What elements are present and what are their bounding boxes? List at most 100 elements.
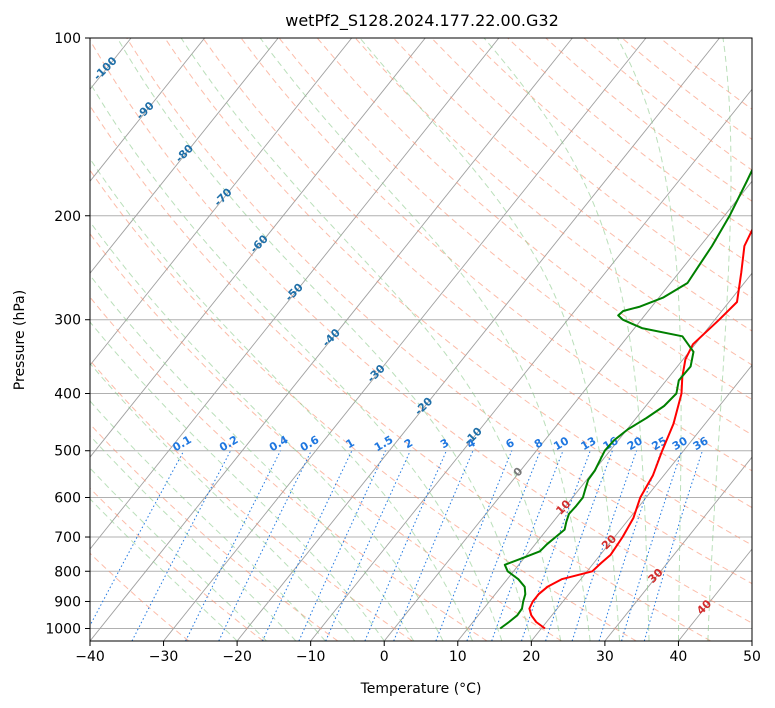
isotherm-line — [90, 38, 426, 458]
dewpoint-profile-line — [499, 168, 752, 630]
dry-adiabat-line — [90, 233, 562, 641]
moist-adiabat-line — [90, 435, 297, 641]
mixing-ratio-line — [545, 450, 613, 641]
mixing-ratio-label: 3 — [438, 436, 451, 451]
x-tick-label: −10 — [296, 649, 326, 665]
moist-adiabat-line — [90, 362, 356, 641]
mixing-ratio-line — [90, 450, 185, 627]
dry-adiabat-line — [90, 423, 339, 641]
mixing-ratio-line — [131, 450, 232, 641]
mixing-ratio-label: 8 — [532, 436, 545, 451]
moist-adiabat-line — [90, 321, 385, 641]
mixing-ratio-line — [491, 450, 564, 641]
isotherm-line — [751, 640, 752, 641]
isotherm-line — [90, 38, 279, 274]
dry-adiabat-line — [354, 38, 752, 366]
dry-adiabat-line — [90, 169, 637, 641]
isotherm-line — [604, 456, 752, 641]
y-tick-label: 500 — [54, 444, 81, 460]
y-tick-label: 200 — [54, 209, 81, 225]
mixing-ratio-line — [598, 450, 662, 641]
dry-adiabat-line — [202, 38, 752, 509]
mixing-ratio-line — [466, 450, 541, 641]
mixing-ratio-label: 6 — [503, 436, 516, 451]
dry-adiabat-line — [316, 38, 752, 401]
dry-adiabat-line — [90, 359, 413, 641]
mixing-ratio-line — [393, 450, 474, 641]
x-tick-label: 10 — [449, 649, 467, 665]
moist-adiabat-line — [359, 38, 621, 641]
dry-adiabat-line — [90, 552, 190, 641]
mixing-ratio-line — [571, 450, 638, 641]
moist-adiabat-line — [259, 38, 591, 641]
mixing-ratio-label: 2 — [402, 436, 415, 451]
plot-frame — [89, 37, 753, 642]
y-axis: 1000 900 800 700 600 500 400 300 200 100 — [45, 31, 90, 637]
dry-adiabat-line — [90, 296, 488, 641]
dry-adiabat-line — [431, 38, 752, 299]
isotherm-line — [383, 180, 752, 641]
mixing-ratio-line — [643, 450, 703, 641]
isotherm-label: -100 — [91, 54, 120, 83]
x-tick-label: 40 — [670, 649, 688, 665]
y-tick-label: 400 — [54, 387, 81, 403]
dry-adiabat-line — [393, 38, 752, 332]
isotherm-line — [90, 38, 500, 550]
moist-adiabat-line — [483, 38, 650, 641]
moist-adiabat-line — [90, 498, 238, 641]
isotherm-line — [310, 88, 752, 641]
isotherm-line — [457, 272, 752, 641]
moist-adiabat-line — [116, 38, 532, 641]
isotherm-line — [678, 548, 752, 641]
mixing-ratio-line — [621, 450, 683, 641]
moist-adiabat-line — [90, 220, 444, 641]
dry-adiabat-line — [507, 38, 752, 234]
dry-adiabat-line — [126, 38, 752, 585]
plot-area: 0.1 0.2 0.4 0.6 1 1.5 2 3 4 6 8 10 13 16 20 25 30 36-100-… — [0, 38, 752, 641]
isotherm-line — [90, 38, 205, 182]
dry-adiabat-line — [90, 39, 752, 624]
mixing-ratio-line — [364, 450, 447, 641]
dry-adiabat-line — [545, 38, 752, 202]
chart-title: wetPf2_S128.2024.177.22.00.G32 — [285, 11, 559, 31]
temperature-profile-line — [528, 227, 752, 630]
x-tick-label: −30 — [149, 649, 179, 665]
dry-adiabat-line — [164, 38, 752, 546]
moist-adiabat-line — [707, 38, 732, 641]
x-axis: −40 −30 −20 −10 0 10 20 30 40 50 — [75, 641, 761, 665]
x-axis-label: Temperature (°C) — [360, 681, 482, 697]
dry-adiabat-line — [90, 104, 712, 641]
mixing-ratio-line — [521, 450, 591, 641]
y-axis-label: Pressure (hPa) — [12, 290, 28, 390]
y-tick-label: 1000 — [45, 621, 81, 637]
x-tick-label: −40 — [75, 649, 105, 665]
mixing-ratio-line — [262, 450, 353, 641]
y-tick-label: 600 — [54, 490, 81, 506]
mixing-ratio-line — [298, 450, 386, 641]
dry-adiabat-line — [469, 38, 752, 266]
isotherm-line — [236, 38, 720, 641]
x-tick-label: −20 — [222, 649, 252, 665]
moist-adiabat-line — [90, 274, 415, 641]
moist-adiabat-line — [90, 467, 267, 641]
x-tick-label: 0 — [380, 649, 389, 665]
mixing-ratio-line — [435, 450, 513, 641]
x-tick-label: 30 — [596, 649, 614, 665]
isotherm-line — [0, 38, 58, 641]
y-tick-label: 900 — [54, 594, 81, 610]
isotherm-line — [90, 38, 573, 641]
y-tick-label: 800 — [54, 564, 81, 580]
isotherm-line — [90, 38, 353, 366]
isotherm-line — [530, 364, 752, 641]
moist-adiabat-line — [90, 81, 503, 641]
y-tick-label: 100 — [54, 31, 81, 47]
mixing-ratio-line — [325, 450, 411, 641]
moist-adiabat-line — [616, 38, 682, 641]
mixing-ratio-line — [185, 450, 281, 641]
y-tick-label: 300 — [54, 313, 81, 329]
moist-adiabat-line — [90, 157, 473, 641]
moist-adiabat-line — [180, 38, 562, 641]
x-tick-label: 50 — [743, 649, 761, 665]
dry-adiabat-line — [90, 487, 264, 641]
